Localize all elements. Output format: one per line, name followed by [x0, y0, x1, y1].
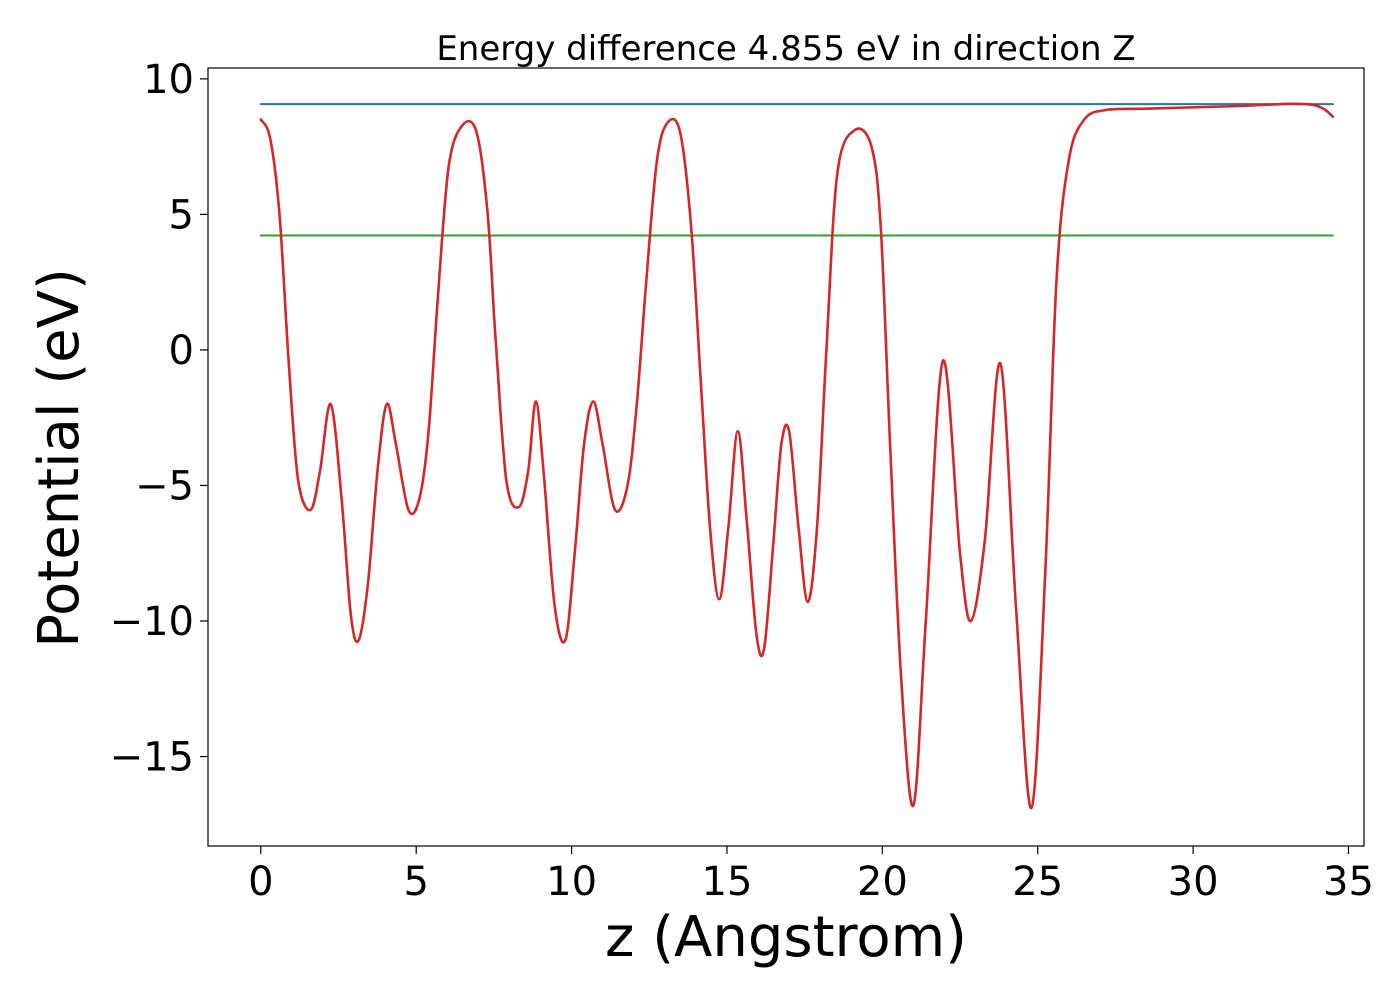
plot-frame	[207, 67, 1365, 847]
x-tick-label: 0	[248, 859, 273, 905]
x-tick-label: 5	[403, 859, 428, 905]
x-tick-label: 25	[1012, 859, 1063, 905]
x-tick-label: 20	[857, 859, 908, 905]
chart-title: Energy difference 4.855 eV in direction …	[436, 29, 1135, 69]
x-tick-label: 35	[1323, 859, 1374, 905]
y-tick-label: −15	[110, 735, 194, 781]
x-axis-ticks: 0 5 10 15 20 25 30 35	[248, 846, 1374, 905]
y-tick-label: 0	[169, 328, 194, 374]
x-tick-label: 10	[546, 859, 597, 905]
y-tick-label: 5	[169, 192, 194, 238]
y-tick-label: −10	[110, 599, 194, 645]
plot-area	[207, 67, 1365, 847]
y-axis-ticks: 10 5 0 −5 −10 −15	[110, 57, 208, 781]
y-axis-label: Potential (eV)	[27, 268, 92, 648]
x-tick-label: 15	[702, 859, 753, 905]
potential-curve	[259, 102, 1335, 810]
y-tick-label: −5	[135, 463, 194, 509]
x-tick-label: 30	[1168, 859, 1219, 905]
y-tick-label: 10	[143, 57, 194, 103]
x-axis-label: z (Angstrom)	[605, 905, 967, 970]
